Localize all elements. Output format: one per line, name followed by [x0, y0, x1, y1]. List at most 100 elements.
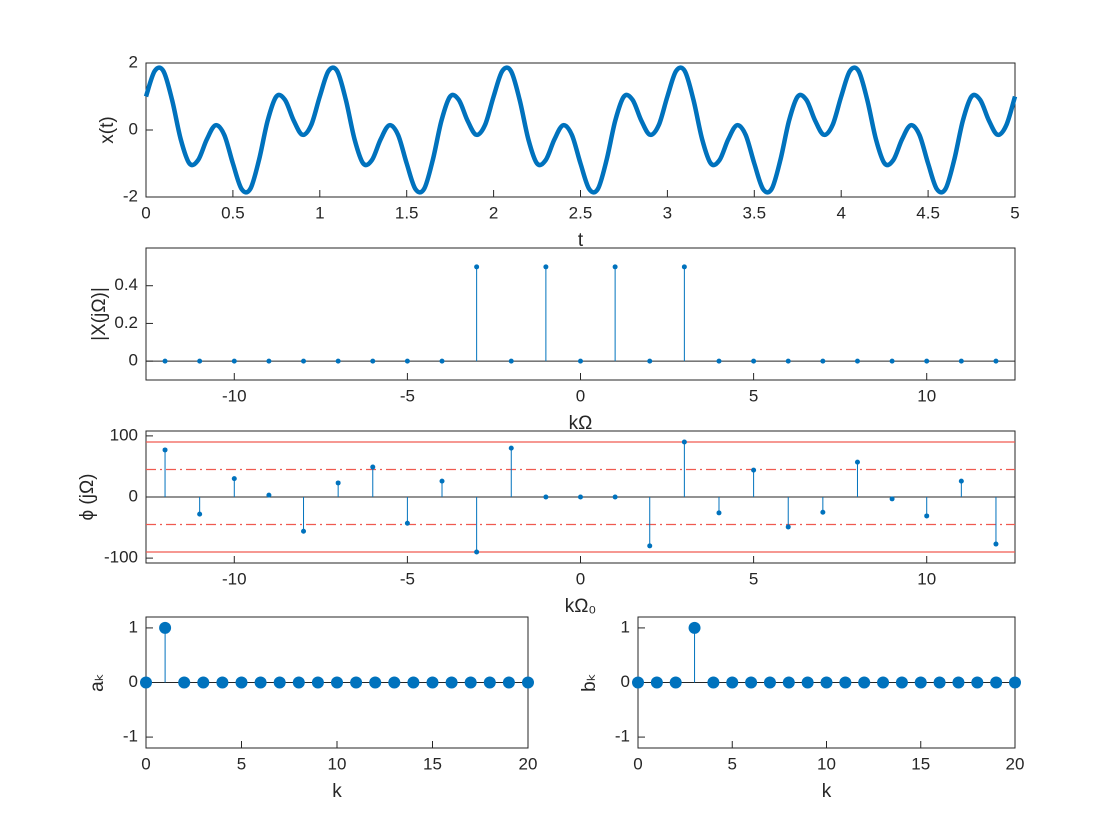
y-tick-label: -100 [104, 548, 138, 567]
stem [543, 264, 549, 362]
stem [681, 264, 687, 362]
stem-marker [858, 676, 871, 689]
stem [254, 676, 267, 689]
y-axis-label: ϕ (jΩ) [77, 474, 98, 521]
stem-marker [839, 676, 852, 689]
x-tick-label: 5 [1010, 203, 1019, 222]
y-tick-label: 100 [110, 425, 138, 444]
stem-marker [231, 358, 237, 364]
stem-marker [159, 621, 172, 634]
stem-marker [1009, 676, 1021, 689]
stem-marker [439, 478, 445, 484]
x-tick-label: 5 [728, 754, 737, 773]
stem [688, 621, 701, 683]
y-tick-label: 1 [129, 617, 138, 636]
stem-marker [952, 676, 965, 689]
stem [350, 676, 363, 689]
x-tick-label: 1 [315, 203, 324, 222]
x-tick-label: 1.5 [395, 203, 419, 222]
stem-marker [370, 358, 376, 364]
stem-marker [439, 358, 445, 364]
stem-marker [726, 676, 739, 689]
stem-marker [197, 676, 210, 689]
stem [612, 494, 618, 500]
stem-marker [924, 513, 930, 519]
stem-marker [707, 676, 720, 689]
stem [820, 497, 826, 515]
stem [820, 676, 833, 689]
stem-marker [751, 358, 757, 364]
stem-marker [474, 264, 480, 270]
x-tick-label: 0 [141, 203, 150, 222]
stem-marker [388, 676, 401, 689]
stem [889, 496, 895, 502]
stem [647, 497, 653, 549]
stem [632, 676, 644, 689]
stem [751, 467, 757, 497]
x-tick-label: 15 [423, 754, 442, 773]
stem-marker [681, 264, 687, 270]
stem-marker [162, 358, 168, 364]
x-tick-label: -10 [222, 569, 247, 588]
x-tick-label: 10 [917, 569, 936, 588]
stem [716, 358, 722, 364]
stem-marker [522, 676, 534, 689]
stem-marker [763, 676, 776, 689]
stem [301, 497, 307, 534]
stem-marker [612, 264, 618, 270]
x-tick-label: 20 [519, 754, 538, 773]
stem-marker [216, 676, 229, 689]
stem [508, 445, 514, 497]
stem [464, 676, 477, 689]
stem [266, 358, 272, 364]
stem [751, 358, 757, 364]
x-tick-label: 3 [663, 203, 672, 222]
x-tick-label: 5 [749, 386, 758, 405]
axes-frame [145, 62, 1016, 198]
y-tick-label: 0 [129, 351, 138, 370]
stem [370, 464, 376, 497]
stem [445, 676, 458, 689]
stem-marker [254, 676, 267, 689]
stem-marker [647, 358, 653, 364]
stem [311, 676, 324, 689]
stem-marker [993, 541, 999, 547]
stem-marker [877, 676, 890, 689]
stem [763, 676, 776, 689]
stem-marker [266, 358, 272, 364]
x-axis-label: k [332, 781, 342, 802]
x-tick-label: -5 [400, 569, 415, 588]
stem-marker [370, 464, 376, 470]
stem-marker [612, 494, 618, 500]
stem [839, 676, 852, 689]
x-tick-label: 0 [576, 569, 585, 588]
stem-marker [483, 676, 496, 689]
stem [502, 676, 515, 689]
axes: -10 -5 0 5 10 -100 0 100 kΩ₀ ϕ (jΩ) [77, 425, 1016, 617]
stem [612, 264, 618, 362]
y-tick-label: 0.2 [114, 313, 138, 332]
stem-marker [407, 676, 420, 689]
stem [235, 676, 248, 689]
stem [993, 497, 999, 547]
stem [292, 676, 305, 689]
stem [522, 676, 534, 689]
stem [439, 358, 445, 364]
stem [993, 358, 999, 364]
stem-marker [688, 621, 701, 634]
stem [388, 676, 401, 689]
stem [895, 676, 908, 689]
stem [335, 358, 341, 364]
stem [197, 358, 203, 364]
stem-marker [990, 676, 1003, 689]
x-tick-label: 10 [917, 386, 936, 405]
stem [669, 676, 682, 689]
stem [266, 492, 272, 498]
x-axis-label: k [822, 781, 832, 802]
stem [407, 676, 420, 689]
stem-marker [650, 676, 663, 689]
stem-marker [445, 676, 458, 689]
x-tick-label: 3.5 [742, 203, 766, 222]
y-tick-label: 0 [129, 119, 138, 138]
